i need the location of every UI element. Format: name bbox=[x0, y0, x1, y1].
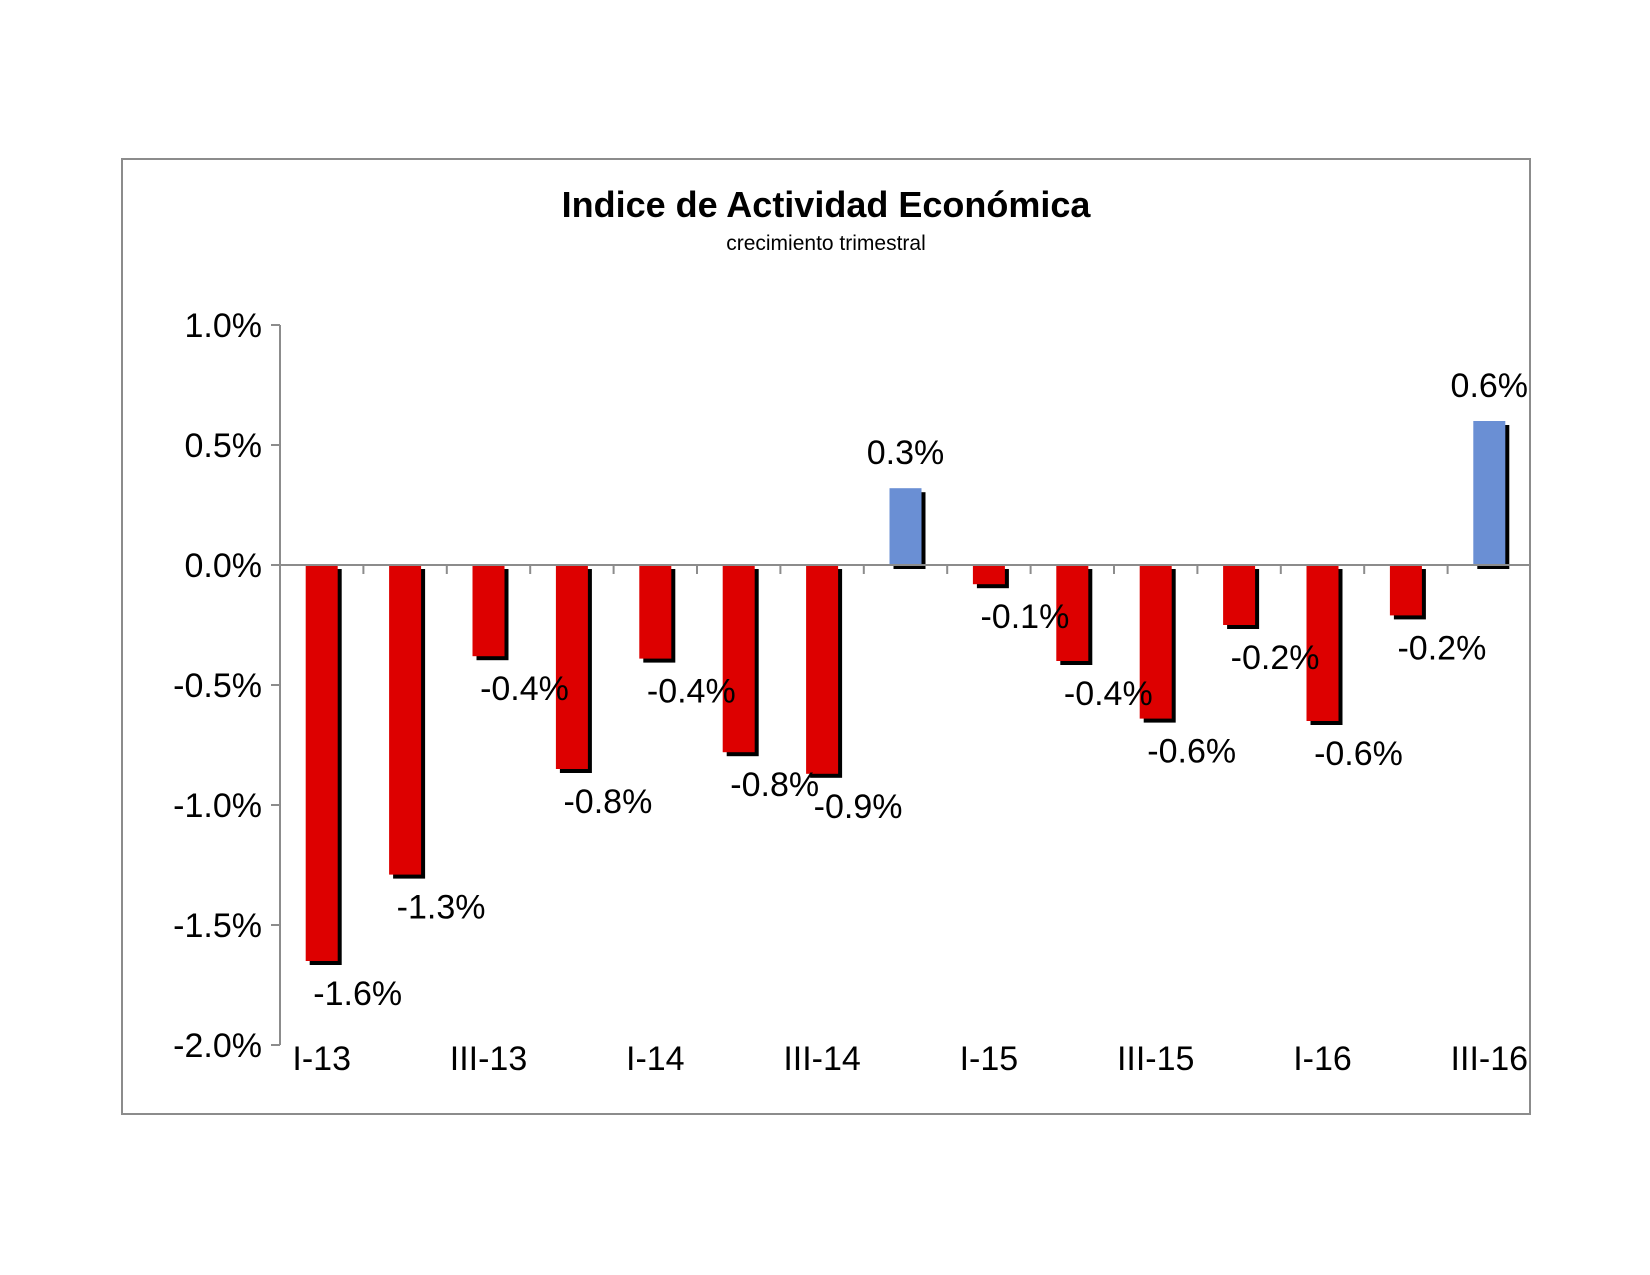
x-tick-label: III-16 bbox=[1451, 1040, 1528, 1078]
x-axis: I-13 III-13 I-14 III-14 I-15 III-15 I-16 III-16 bbox=[279, 564, 1529, 1078]
data-label: -0.4% bbox=[647, 673, 736, 711]
data-label: -0.2% bbox=[1397, 629, 1486, 667]
y-tick-label: -2.0% bbox=[173, 1027, 262, 1065]
bar-IV-13 bbox=[555, 565, 588, 769]
y-tick-label: -1.0% bbox=[173, 787, 262, 825]
bar-II-15 bbox=[1056, 565, 1089, 661]
y-tick-label: 0.5% bbox=[185, 427, 263, 465]
chart-title: Indice de Actividad Económica bbox=[561, 184, 1091, 225]
bar-chart: 1.0% 0.5% 0.0% -0.5% -1.0% -1.5% -2.0% I-13 III… bbox=[173, 307, 1529, 1078]
x-tick-label: III-14 bbox=[783, 1040, 860, 1078]
chart-subtitle: crecimiento trimestral bbox=[726, 232, 926, 255]
bars bbox=[305, 421, 1510, 965]
bar-IV-15 bbox=[1223, 565, 1256, 625]
bar-IV-14 bbox=[889, 488, 922, 565]
chart-frame: Indice de Actividad Económica crecimient… bbox=[121, 158, 1531, 1115]
data-label: -0.1% bbox=[980, 598, 1069, 636]
y-tick-label: -0.5% bbox=[173, 667, 262, 705]
y-axis: 1.0% 0.5% 0.0% -0.5% -1.0% -1.5% -2.0% bbox=[173, 307, 281, 1065]
y-tick-label: 1.0% bbox=[185, 307, 263, 345]
x-tick-label: I-13 bbox=[292, 1040, 351, 1078]
y-tick-label: -1.5% bbox=[173, 907, 262, 945]
bar-III-14 bbox=[806, 565, 839, 774]
data-label: -0.2% bbox=[1231, 639, 1320, 677]
data-label: -0.8% bbox=[730, 766, 819, 804]
bar-III-16 bbox=[1473, 421, 1506, 565]
bar-III-13 bbox=[472, 565, 505, 657]
bar-II-13 bbox=[389, 565, 422, 875]
x-tick-label: I-15 bbox=[960, 1040, 1019, 1078]
bar-II-16 bbox=[1389, 565, 1422, 616]
data-label: 0.6% bbox=[1451, 367, 1529, 405]
bar-I-14 bbox=[639, 565, 672, 659]
x-tick-label: I-16 bbox=[1293, 1040, 1352, 1078]
x-tick-label: I-14 bbox=[626, 1040, 685, 1078]
data-labels: -1.6%-1.3%-0.4%-0.8%-0.4%-0.8%-0.9%0.3%-… bbox=[313, 367, 1528, 1013]
data-label: -0.6% bbox=[1314, 735, 1403, 773]
bar-I-13 bbox=[305, 565, 338, 961]
x-tick-label: III-13 bbox=[450, 1040, 527, 1078]
bar-I-15 bbox=[972, 565, 1005, 585]
data-label: -0.6% bbox=[1147, 733, 1236, 771]
data-label: -1.6% bbox=[313, 975, 402, 1013]
bar-III-15 bbox=[1139, 565, 1172, 719]
data-label: -1.3% bbox=[397, 889, 486, 927]
data-label: -0.9% bbox=[814, 788, 903, 826]
data-label: -0.8% bbox=[563, 783, 652, 821]
bar-I-16 bbox=[1306, 565, 1339, 721]
bar-II-14 bbox=[722, 565, 755, 753]
x-tick-label: III-15 bbox=[1117, 1040, 1194, 1078]
y-tick-label: 0.0% bbox=[185, 547, 263, 585]
data-label: -0.4% bbox=[480, 670, 569, 708]
data-label: 0.3% bbox=[867, 434, 945, 472]
data-label: -0.4% bbox=[1064, 675, 1153, 713]
